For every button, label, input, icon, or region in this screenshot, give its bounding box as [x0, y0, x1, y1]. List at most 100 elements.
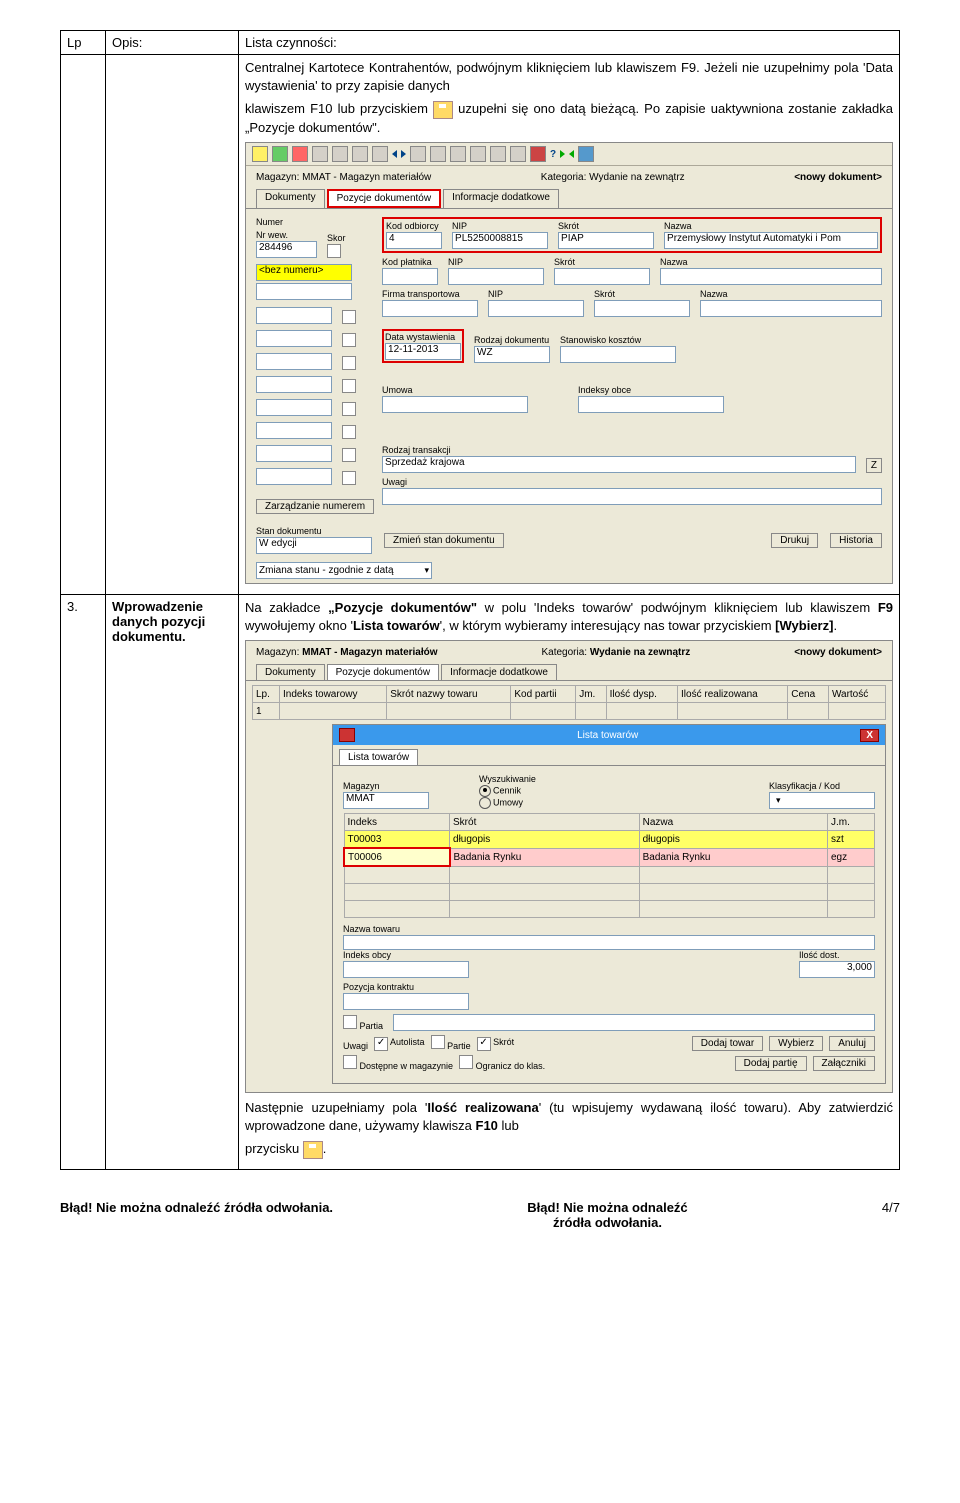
tool-icon[interactable] — [450, 146, 466, 162]
umowa-input[interactable] — [382, 396, 528, 413]
firma-input[interactable] — [382, 300, 478, 317]
ogranicz-check[interactable] — [459, 1055, 473, 1069]
tool-icon[interactable] — [332, 146, 348, 162]
tool-icon[interactable] — [490, 146, 506, 162]
popup-klas-select[interactable] — [769, 792, 875, 809]
table-row[interactable]: T00003długopisdługopisszt — [344, 831, 875, 849]
autolista-check[interactable] — [374, 1037, 388, 1051]
tab-informacje[interactable]: Informacje dodatkowe — [443, 189, 559, 208]
partie-check[interactable] — [431, 1035, 445, 1049]
num-row[interactable] — [256, 422, 332, 439]
save-icon[interactable] — [272, 146, 288, 162]
delete-icon[interactable] — [292, 146, 308, 162]
num-chk[interactable] — [342, 310, 356, 324]
indeksy-input[interactable] — [578, 396, 724, 413]
z-button[interactable]: Z — [866, 458, 882, 473]
tab2-pozycje[interactable]: Pozycje dokumentów — [327, 664, 440, 680]
radio-umowy[interactable] — [479, 797, 491, 809]
go-icon[interactable] — [560, 150, 565, 158]
num-row[interactable] — [256, 283, 352, 300]
partia-check[interactable] — [343, 1015, 357, 1029]
nrwew-input[interactable]: 284496 — [256, 241, 317, 258]
tool-icon[interactable] — [430, 146, 446, 162]
kodplat-input[interactable] — [382, 268, 438, 285]
skor-checkbox[interactable] — [327, 244, 341, 258]
ilosc-input[interactable]: 3,000 — [799, 961, 875, 978]
num-chk[interactable] — [342, 379, 356, 393]
tool-icon[interactable] — [578, 146, 594, 162]
popup-tab-lista[interactable]: Lista towarów — [339, 749, 418, 765]
next-icon[interactable] — [401, 150, 406, 158]
tool-icon[interactable] — [530, 146, 546, 162]
dostepne-check[interactable] — [343, 1055, 357, 1069]
skrot3-input[interactable] — [594, 300, 690, 317]
wybierz-button[interactable]: Wybierz — [769, 1036, 823, 1051]
numer-input[interactable]: <bez numeru> — [256, 264, 352, 281]
tool-icon[interactable] — [372, 146, 388, 162]
idxobcy-input[interactable] — [343, 961, 469, 978]
num-chk[interactable] — [342, 448, 356, 462]
close-button[interactable]: X — [860, 729, 879, 742]
zmiana-select[interactable]: Zmiana stanu - zgodnie z datą — [256, 562, 432, 579]
num-chk[interactable] — [342, 333, 356, 347]
popup-mag-input[interactable]: MMAT — [343, 792, 429, 809]
skrot-input[interactable]: PIAP — [558, 232, 654, 249]
nazwa3-input[interactable] — [700, 300, 882, 317]
partia-input[interactable] — [393, 1014, 875, 1031]
magazyn2-label: Magazyn: — [256, 647, 299, 658]
dodajtowar-button[interactable]: Dodaj towar — [692, 1036, 763, 1051]
rodzaj-input[interactable]: WZ — [474, 346, 550, 363]
nip-input[interactable]: PL5250008815 — [452, 232, 548, 249]
table-row[interactable] — [344, 901, 875, 918]
kododb-input[interactable]: 4 — [386, 232, 442, 249]
num-row[interactable] — [256, 399, 332, 416]
nip2-input[interactable] — [448, 268, 544, 285]
radio-cennik[interactable] — [479, 785, 491, 797]
tool-icon[interactable] — [410, 146, 426, 162]
nazwatow-input[interactable] — [343, 935, 875, 950]
pozkont-input[interactable] — [343, 993, 469, 1010]
tab2-dokumenty[interactable]: Dokumenty — [256, 664, 325, 680]
num-row[interactable] — [256, 445, 332, 462]
anuluj-button[interactable]: Anuluj — [829, 1036, 875, 1051]
skrot2-input[interactable] — [554, 268, 650, 285]
table-row[interactable] — [344, 884, 875, 901]
uwagi-input[interactable] — [382, 488, 882, 505]
num-row[interactable] — [256, 468, 332, 485]
zalaczniki-button[interactable]: Załączniki — [813, 1056, 875, 1071]
num-chk[interactable] — [342, 402, 356, 416]
dodajpartie-button[interactable]: Dodaj partię — [735, 1056, 807, 1071]
num-row[interactable] — [256, 376, 332, 393]
num-row[interactable] — [256, 307, 332, 324]
data-input[interactable]: 12-11-2013 — [385, 343, 461, 360]
historia-button[interactable]: Historia — [830, 533, 882, 548]
tab-dokumenty[interactable]: Dokumenty — [256, 189, 325, 208]
num-chk[interactable] — [342, 471, 356, 485]
tab2-informacje[interactable]: Informacje dodatkowe — [441, 664, 557, 680]
back-icon[interactable] — [569, 150, 574, 158]
tab-pozycje[interactable]: Pozycje dokumentów — [327, 189, 442, 208]
nazwa2-input[interactable] — [660, 268, 882, 285]
num-chk[interactable] — [342, 356, 356, 370]
standok-input[interactable]: W edycji — [256, 537, 372, 554]
stank-input[interactable] — [560, 346, 676, 363]
tool-icon[interactable] — [312, 146, 328, 162]
skrot-check[interactable] — [477, 1037, 491, 1051]
tool-icon[interactable] — [352, 146, 368, 162]
table-row[interactable]: 1 — [253, 703, 886, 720]
pin-icon[interactable] — [252, 146, 268, 162]
table-row[interactable]: T00006Badania RynkuBadania Rynkuegz — [344, 848, 875, 866]
drukuj-button[interactable]: Drukuj — [771, 533, 818, 548]
num-chk[interactable] — [342, 425, 356, 439]
zmienstan-button[interactable]: Zmień stan dokumentu — [384, 533, 504, 548]
tool-icon[interactable] — [510, 146, 526, 162]
zarzadzanie-button[interactable]: Zarządzanie numerem — [256, 499, 374, 514]
num-row[interactable] — [256, 330, 332, 347]
nazwa-input[interactable]: Przemysłowy Instytut Automatyki i Pom — [664, 232, 878, 249]
rodzajtr-input[interactable]: Sprzedaż krajowa — [382, 456, 856, 473]
tool-icon[interactable] — [470, 146, 486, 162]
prev-icon[interactable] — [392, 150, 397, 158]
nip3-input[interactable] — [488, 300, 584, 317]
num-row[interactable] — [256, 353, 332, 370]
table-row[interactable] — [344, 866, 875, 884]
